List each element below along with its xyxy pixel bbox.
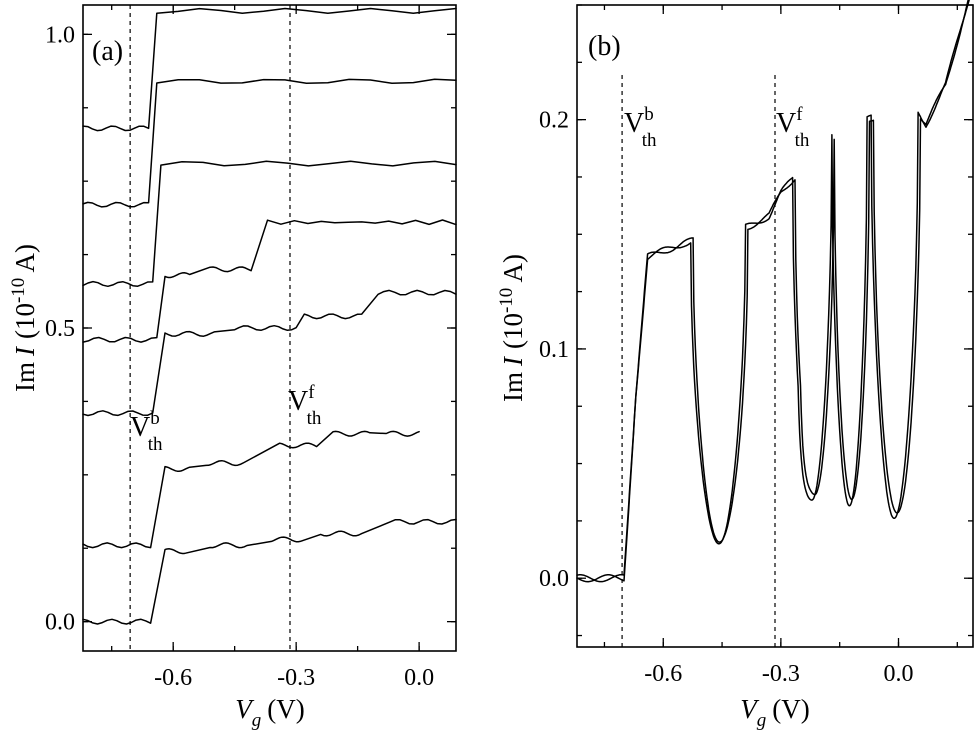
panel-a-y-prefix: Im [10,362,40,392]
panel-b-x-axis-label: Vg (V) [740,694,809,731]
panel-a-vlines [129,5,291,651]
panel-a-x-symbol: V [235,694,255,724]
y-tick-label: 0.2 [539,108,569,134]
series-line [82,518,457,625]
panel-b-y-unit-close: A) [498,254,528,288]
panel-a-vth-f-sub: th [307,408,322,429]
panel-b: -0.6 -0.3 0.0 0.0 0.1 0.2 (b) Vb th Vf th Vg (V)… [496,0,974,731]
x-tick-label: -0.6 [644,661,682,687]
panel-a-vth-b-letter: V [130,412,150,443]
panel-b-ticks [577,4,973,647]
series-line [82,219,457,343]
y-tick-label: 0.0 [539,566,569,592]
x-tick-label: -0.3 [762,661,800,687]
panel-a-vth-f-annotation: Vf th [288,382,322,429]
y-tick-label: 0.5 [45,316,75,342]
panel-b-y-symbol: I [498,355,528,367]
panel-a-y-unit-close: A) [10,244,40,278]
panel-b-label: (b) [588,31,621,62]
panel-b-vth-f-annotation: Vf th [776,104,810,151]
x-tick-label: 0.0 [884,661,914,687]
panel-a-x-subscript: g [252,710,262,731]
panel-b-vth-f-sub: th [795,130,810,151]
x-tick-label: 0.0 [404,665,434,691]
y-tick-label: 1.0 [45,22,75,48]
panel-a-vth-f-sup: f [308,382,315,403]
panel-a-y-symbol: I [10,345,40,357]
series-line [82,78,457,208]
panel-b-ticklabels: -0.6 -0.3 0.0 0.0 0.1 0.2 [539,108,914,687]
panel-b-vth-f-sup: f [796,104,803,125]
x-tick-label: -0.3 [277,665,315,691]
panel-a-vth-b-annotation: Vb th [130,408,163,455]
panel-a-frame [82,4,457,652]
panel-a-vth-b-sub: th [148,434,163,455]
panel-a-y-axis-label: Im I (10-10 A) [8,244,40,392]
panel-a-vth-f-letter: V [288,386,308,417]
panel-b-x-symbol: V [740,694,760,724]
panel-a-ticks [83,5,456,651]
panel-b-y-exponent: -10 [496,288,517,313]
panel-b-vlines [621,75,776,647]
y-tick-label: 0.1 [539,337,569,363]
series-line [82,289,457,417]
panel-b-vth-b-sub: th [642,130,657,151]
panel-b-y-unit-open: (10 [498,313,528,349]
panel-b-y-prefix: Im [498,372,528,402]
panel-b-y-axis-label: Im I (10-10 A) [496,254,528,402]
panel-a-ticklabels: -0.6 -0.3 0.0 0.0 0.5 1.0 [45,22,434,691]
series-line [82,430,420,549]
panel-b-x-unit: (V) [772,694,809,724]
panel-b-curves [576,0,970,583]
panel-b-vth-f-letter: V [776,108,796,139]
panel-a: -0.6 -0.3 0.0 0.0 0.5 1.0 (a) Vb th Vf th Vg (V)… [8,4,457,731]
panel-b-vth-b-letter: V [624,108,644,139]
panel-a-x-axis-label: Vg (V) [235,694,304,731]
y-tick-label: 0.0 [45,610,75,636]
panel-b-vth-b-sup: b [644,104,654,125]
panel-b-x-subscript: g [757,710,767,731]
panel-a-label: (a) [92,36,123,67]
panel-b-vth-b-annotation: Vb th [624,104,657,151]
panel-a-x-unit: (V) [267,694,304,724]
panel-a-y-unit-open: (10 [10,303,40,339]
panel-a-curves [82,7,457,625]
panel-a-vth-b-sup: b [150,408,160,429]
panel-a-y-exponent: -10 [8,278,29,303]
series-line [576,0,969,583]
x-tick-label: -0.6 [154,665,192,691]
series-line [82,160,457,288]
series-line [82,7,457,132]
